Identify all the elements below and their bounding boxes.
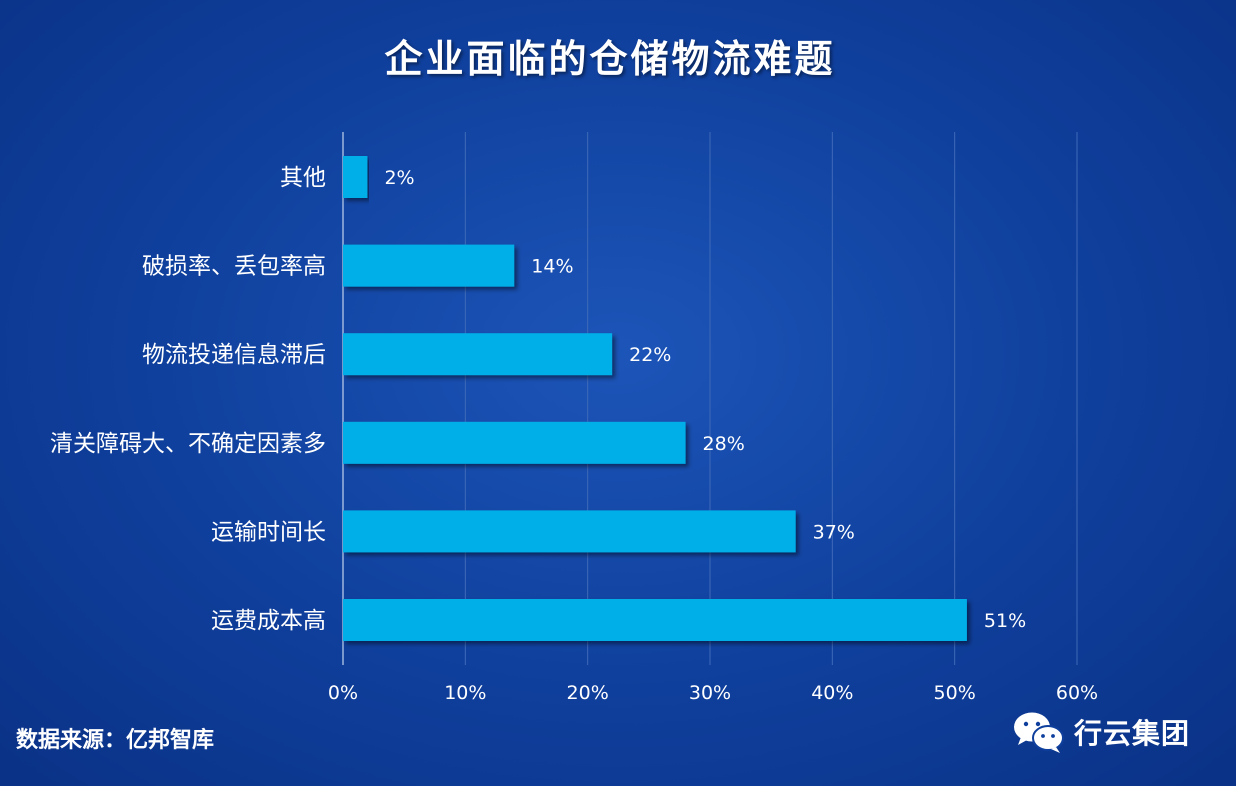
- bar: [343, 599, 967, 641]
- bar: [343, 421, 686, 464]
- bar: [343, 156, 368, 198]
- x-tick-label: 20%: [567, 682, 609, 700]
- category-label: 运输时间长: [211, 519, 326, 545]
- grid-lines: [464, 132, 1078, 665]
- category-label: 运费成本高: [211, 608, 326, 634]
- chart-title: 企业面临的仓储物流难题: [384, 36, 836, 81]
- data-label: 51%: [984, 610, 1026, 632]
- x-tick-label: 10%: [444, 682, 486, 700]
- labels: 0% 10% 20% 30% 40% 50% 60% 其他 2% 破损率、丢包率高 14% 物流投递信…: [50, 165, 1098, 700]
- data-label: 14%: [531, 256, 573, 278]
- bar: [343, 333, 613, 376]
- category-label: 物流投递信息滞后: [142, 342, 326, 368]
- brand-name: 行云集团: [1074, 717, 1191, 750]
- data-label: 22%: [629, 344, 671, 366]
- bars: [343, 156, 967, 641]
- category-label: 破损率、丢包率高: [142, 254, 326, 280]
- bar: [343, 244, 515, 287]
- data-label: 2%: [384, 167, 414, 189]
- data-label: 28%: [703, 433, 745, 455]
- bar: [343, 510, 796, 553]
- x-tick-label: 40%: [811, 682, 853, 700]
- wechat-icon: [1014, 712, 1064, 753]
- data-label: 37%: [813, 521, 855, 543]
- x-tick-label: 30%: [689, 682, 731, 700]
- bar-chart: 0% 10% 20% 30% 40% 50% 60% 其他 2% 破损率、丢包率高 14% 物流投递信…: [50, 132, 1098, 700]
- category-label: 清关障碍大、不确定因素多: [50, 431, 326, 457]
- x-tick-label: 0%: [328, 682, 358, 700]
- category-label: 其他: [280, 165, 326, 191]
- brand: 行云集团: [1012, 708, 1190, 756]
- x-tick-label: 60%: [1056, 682, 1098, 700]
- source-note: 数据来源：亿邦智库: [16, 728, 215, 753]
- x-tick-label: 50%: [934, 682, 976, 700]
